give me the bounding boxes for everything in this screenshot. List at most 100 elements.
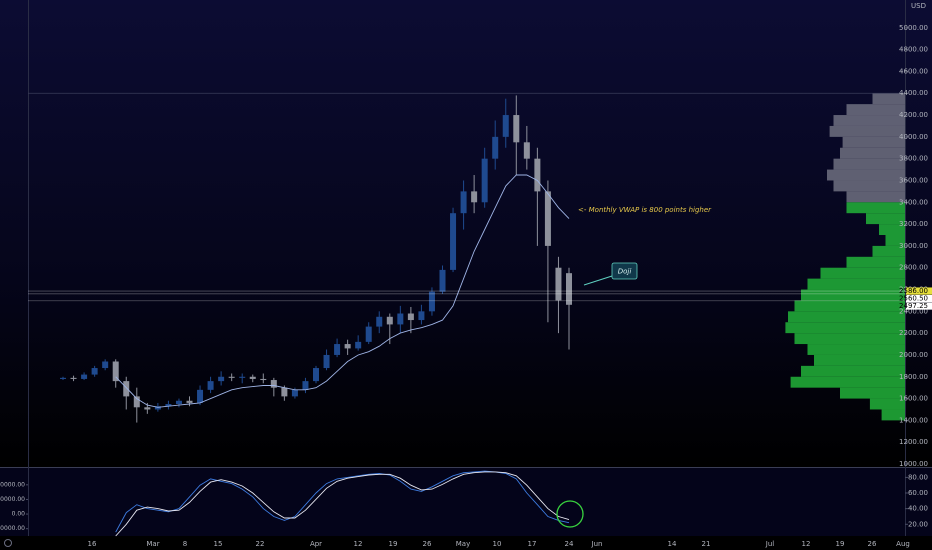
candle-body [70,377,77,379]
y-tick-label: 4600.00 [899,67,928,75]
x-tick-label: Apr [310,540,322,548]
candle-body [481,158,488,203]
profile-bar [833,158,905,170]
candle-body [460,191,467,214]
x-tick-label: Mar [146,540,159,548]
candle-body [60,377,66,379]
candle-body [112,361,119,382]
price-label-box [906,294,932,303]
x-tick-label: Aug [896,540,910,548]
x-tick-label: 26 [868,540,877,548]
profile-bar [866,213,905,225]
price-label: 2497.25 [899,302,928,310]
y-tick-label: 1800.00 [899,373,928,381]
y-tick-label: 4800.00 [899,46,928,54]
profile-bar [842,136,905,148]
candle-body [81,374,88,379]
y-tick-label: 1600.00 [899,395,928,403]
x-tick-label: May [456,540,470,548]
profile-bar [801,365,905,377]
candle-body [102,361,109,369]
profile-bar [846,202,905,214]
profile-bar [840,387,905,399]
profile-bar [827,169,905,181]
y-tick-label: 3200.00 [899,220,928,228]
candle-body [407,313,414,321]
y-tick-label: 20.00 [908,520,928,528]
candle-body [228,376,235,378]
y-tick-label: 60.00 [908,489,928,497]
candle-body [376,316,383,327]
profile-bar [881,409,905,421]
y-tick-label: 40.00 [908,505,928,513]
x-tick-label: 22 [256,540,265,548]
x-tick-label: 15 [214,540,223,548]
profile-bar [807,278,905,290]
x-tick-label: 14 [668,540,677,548]
candle-body [523,142,530,159]
y-tick-label: 2400.00 [899,307,928,315]
candle-body [418,311,425,321]
candle-body [344,344,351,349]
profile-bar [869,398,905,410]
candle-body [544,191,551,246]
profile-bar [846,191,905,203]
profile-layer [785,93,905,421]
candle-body [270,380,277,388]
x-tick-label: 24 [565,540,574,548]
price-label: 2586.00 [899,287,928,295]
candle-body [513,115,520,143]
profile-bar [833,115,905,126]
y-tick-label: 3800.00 [899,155,928,163]
y-tick-label: 4200.00 [899,111,928,119]
y-tick-label: 4000.00 [899,133,928,141]
profile-bar [794,300,905,312]
callout-box [611,262,638,280]
profile-bar [885,235,905,246]
x-tick-label: Jul [765,540,775,548]
profile-bar [788,311,905,323]
candle-body [386,316,393,325]
candle-body [397,313,404,325]
price-label: 2560.50 [899,295,928,303]
candle-body [450,213,457,270]
vwap-line [115,174,570,408]
candle-body [323,354,330,369]
x-tick-label: Jun [591,540,603,548]
y-tick-label: 1200.00 [899,438,928,446]
y-tick-label: 1000.00 [899,460,928,468]
x-tick-label: 21 [702,540,711,548]
annotation: Doji [618,268,632,276]
x-tick-label: 19 [389,540,398,548]
x-tick-label: 17 [528,540,537,548]
candle-body [291,389,298,397]
profile-bar [872,245,905,257]
candle-body [439,269,446,292]
candle-body [133,396,140,408]
currency: USD [911,2,926,10]
y-tick-label: 2800.00 [899,264,928,272]
candle-body [555,267,562,301]
candle-body [154,406,161,410]
y2-tick-label: 0.00 [12,511,26,518]
x-tick-label: 26 [423,540,432,548]
y-tick-label: 2200.00 [899,329,928,337]
candle-body [186,400,193,403]
x-tick-label: 19 [836,540,845,548]
profile-bar [807,344,905,355]
y-tick-label: 3000.00 [899,242,928,250]
settings-icon[interactable] [4,539,12,547]
callout-line [583,275,613,286]
x-tick-label: 8 [183,540,187,548]
y2-tick-label: 20000.00 [0,481,25,488]
candle-body [492,136,499,159]
x-tick-label: 12 [802,540,811,548]
y-tick-label: 5000.00 [899,24,928,32]
candle-body [471,191,478,203]
candle-body [175,400,182,405]
main-layer [28,92,905,423]
candle-body [260,378,267,381]
profile-bar [814,354,905,366]
candle-body [534,158,541,192]
indicator-pane [0,468,932,536]
